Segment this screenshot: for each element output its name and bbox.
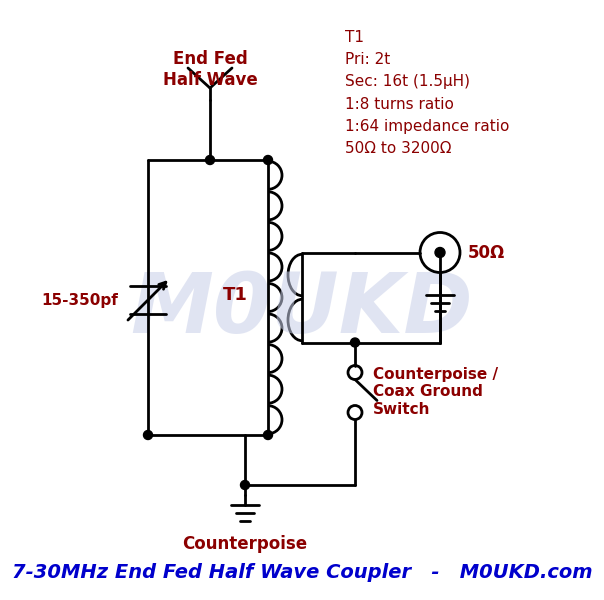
Circle shape [350,338,359,347]
Text: 7-30MHz End Fed Half Wave Coupler   -   M0UKD.com: 7-30MHz End Fed Half Wave Coupler - M0UK… [11,563,593,581]
Text: T1: T1 [222,286,248,304]
Circle shape [263,155,272,164]
Text: M0UKD: M0UKD [130,269,474,350]
Circle shape [205,155,214,164]
Text: Counterpoise /
Coax Ground
Switch: Counterpoise / Coax Ground Switch [373,367,498,417]
Text: 15-350pf: 15-350pf [42,292,118,307]
Text: End Fed
Half Wave: End Fed Half Wave [162,50,257,89]
Text: Counterpoise: Counterpoise [182,535,307,553]
Circle shape [435,247,445,257]
Circle shape [240,481,249,490]
Circle shape [144,431,152,439]
Text: 50Ω: 50Ω [468,244,506,262]
Text: T1
Pri: 2t
Sec: 16t (1.5μH)
1:8 turns ratio
1:64 impedance ratio
50Ω to 3200Ω: T1 Pri: 2t Sec: 16t (1.5μH) 1:8 turns ra… [345,30,509,156]
Circle shape [263,431,272,439]
